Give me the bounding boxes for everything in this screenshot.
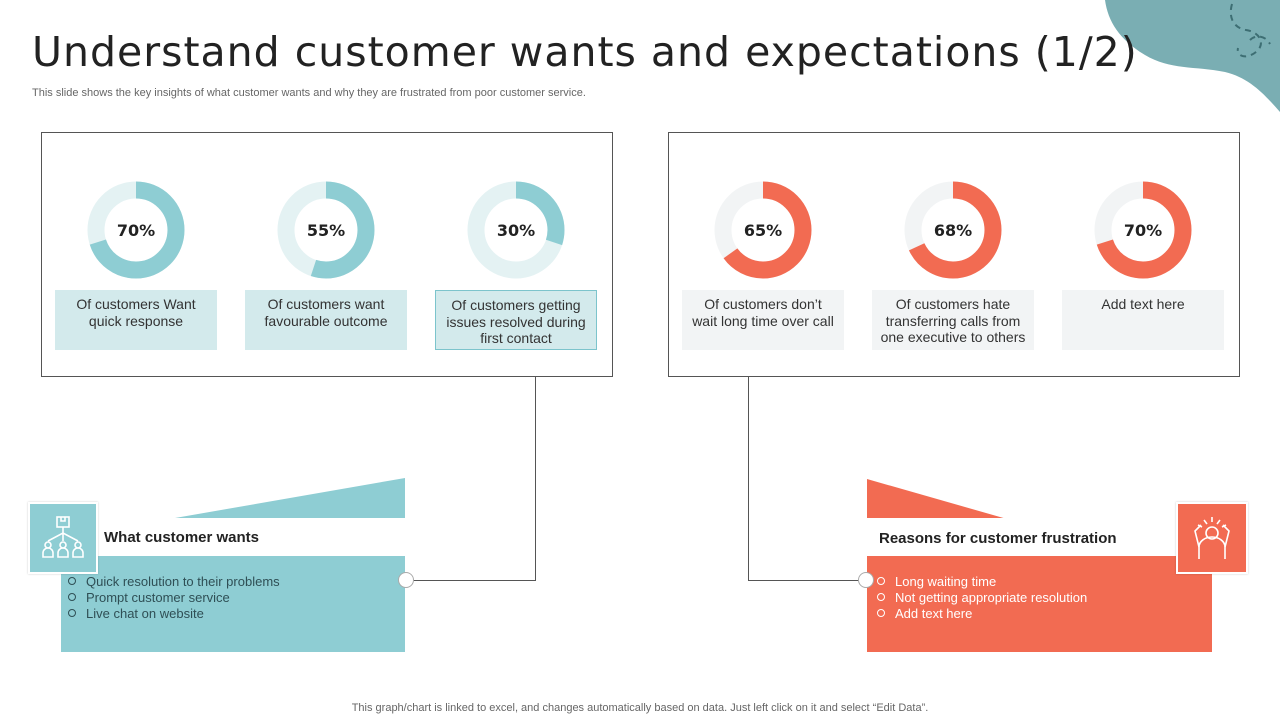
footer-note: This graph/chart is linked to excel, and… [351, 702, 929, 714]
connector-line [406, 580, 536, 581]
donut-value-label: 70% [117, 221, 155, 240]
wants-card-title: What customer wants [104, 529, 260, 546]
donut-value-label: 30% [497, 221, 535, 240]
frustration-card-header [867, 518, 1212, 556]
donut-chart[interactable]: 65% [712, 179, 814, 281]
donut-value-label: 68% [934, 221, 972, 240]
donut-group[interactable]: 70% Of customers Want quick response [55, 179, 217, 350]
donut-value-label: 55% [307, 221, 345, 240]
donut-chart[interactable]: 68% [902, 179, 1004, 281]
corner-decoration [1105, 0, 1280, 112]
donut-chart[interactable]: 70% [1092, 179, 1194, 281]
stat-caption: Of customers getting issues resolved dur… [435, 290, 597, 350]
stat-caption: Of customers hate transferring calls fro… [872, 290, 1034, 350]
frustration-accent-triangle [867, 479, 1007, 519]
connector-node [398, 572, 414, 588]
wants-card-header [61, 518, 405, 556]
donut-arc [904, 181, 1002, 279]
stat-caption: Of customers Want quick response [55, 290, 217, 350]
donut-group[interactable]: 30% Of customers getting issues resolved… [435, 179, 597, 350]
wants-accent-triangle [175, 478, 405, 518]
wants-card-body [61, 556, 405, 652]
donut-chart[interactable]: 70% [85, 179, 187, 281]
connector-line [748, 580, 866, 581]
frustration-stats-panel[interactable]: 65% Of customers don’t wait long time ov… [668, 132, 1240, 377]
frustration-card-title: Reasons for customer frustration [879, 530, 1117, 547]
donut-group[interactable]: 55% Of customers want favourable outcome [245, 179, 407, 350]
donut-value-label: 70% [1124, 221, 1162, 240]
list-item: Add text here [877, 606, 1087, 622]
wants-stats-panel[interactable]: 70% Of customers Want quick response 55%… [41, 132, 613, 377]
donut-chart[interactable]: 55% [275, 179, 377, 281]
bullet-icon [877, 577, 885, 585]
donut-group[interactable]: 68% Of customers hate transferring calls… [872, 179, 1034, 350]
donut-arc [1094, 181, 1192, 279]
list-item: Prompt customer service [68, 590, 280, 606]
list-item: Live chat on website [68, 606, 280, 622]
frustration-card-body [867, 556, 1212, 652]
stat-caption: Add text here [1062, 290, 1224, 350]
donut-group[interactable]: 70% Add text here [1062, 179, 1224, 350]
bullet-icon [68, 609, 76, 617]
stat-caption: Of customers don’t wait long time over c… [682, 290, 844, 350]
donut-arc [277, 181, 375, 279]
donut-arc [467, 181, 565, 279]
donut-arc [87, 181, 185, 279]
donut-group[interactable]: 65% Of customers don’t wait long time ov… [682, 179, 844, 350]
donut-arc [714, 181, 812, 279]
connector-line [535, 377, 536, 581]
page-subtitle: This slide shows the key insights of wha… [32, 87, 586, 99]
people-network-icon [28, 502, 98, 574]
connector-line [748, 377, 749, 581]
donut-chart[interactable]: 30% [465, 179, 567, 281]
connector-node [858, 572, 874, 588]
bullet-icon [68, 593, 76, 601]
page-title: Understand customer wants and expectatio… [32, 28, 1138, 76]
list-item: Long waiting time [877, 574, 1087, 590]
bullet-icon [877, 593, 885, 601]
bullet-icon [877, 609, 885, 617]
wants-list: Quick resolution to their problems Promp… [68, 574, 280, 622]
frustration-list: Long waiting time Not getting appropriat… [877, 574, 1087, 622]
list-item: Not getting appropriate resolution [877, 590, 1087, 606]
frustrated-person-icon [1176, 502, 1248, 574]
donut-value-label: 65% [744, 221, 782, 240]
list-item: Quick resolution to their problems [68, 574, 280, 590]
stat-caption: Of customers want favourable outcome [245, 290, 407, 350]
bullet-icon [68, 577, 76, 585]
